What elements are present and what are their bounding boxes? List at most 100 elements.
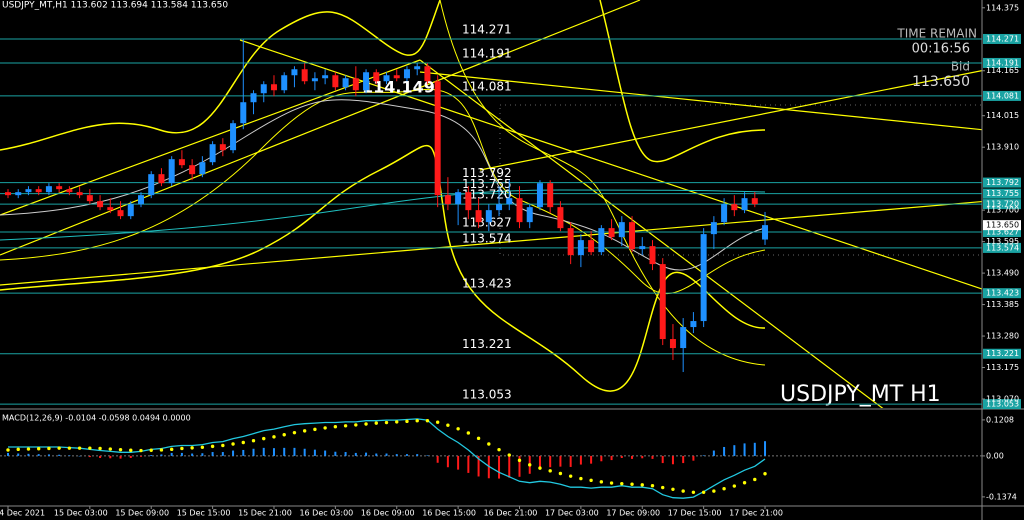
candle-body [618, 222, 625, 238]
level-axis-label: 113.423 [986, 289, 1019, 298]
level-axis-box [983, 188, 1021, 199]
candle-body [189, 165, 196, 175]
histogram-bar [88, 455, 91, 458]
histogram-bar [375, 453, 378, 456]
candle-body [342, 78, 349, 88]
signal-dot [262, 436, 266, 441]
signal-dot [681, 489, 685, 493]
candle-body [322, 75, 329, 79]
histogram-bar [119, 455, 122, 459]
signal-dot [415, 419, 419, 423]
level-axis-label: 114.271 [986, 34, 1019, 43]
x-tick-label: 17 Dec 21:00 [729, 509, 783, 518]
level-axis-box [983, 57, 1021, 68]
candle-body [608, 228, 615, 238]
y-tick-label: 0.00 [986, 451, 1004, 460]
y-tick-label: 113.490 [986, 269, 1019, 278]
candle-body [127, 204, 134, 217]
signal-dot [343, 424, 348, 428]
candle-body [741, 198, 748, 211]
signal-dot [36, 447, 41, 451]
candle-body [496, 204, 503, 211]
level-axis-label: 113.627 [986, 228, 1019, 237]
signal-dot [558, 471, 563, 476]
histogram-bar [487, 455, 490, 479]
histogram-bar [211, 452, 214, 456]
histogram-bar [712, 450, 715, 456]
candle-body [45, 186, 52, 193]
candle-body [649, 246, 656, 265]
level-axis-box [983, 348, 1021, 359]
level-axis-label: 114.081 [986, 91, 1019, 100]
level-label: 113.053 [462, 388, 512, 402]
histogram-bar [160, 454, 163, 456]
x-tick-label: 16 Dec 21:00 [484, 509, 538, 518]
signal-dot [323, 426, 327, 430]
y-tick-label: 113.070 [986, 395, 1019, 404]
histogram-bar [99, 455, 102, 458]
x-tick-label: 16 Dec 09:00 [361, 509, 415, 518]
histogram-bar [590, 455, 593, 464]
y-tick-label: 113.595 [986, 237, 1019, 246]
histogram-bar [671, 455, 674, 465]
candle-body [209, 144, 216, 163]
candle-body [731, 204, 738, 211]
histogram-bar [47, 454, 50, 456]
signal-dot [456, 427, 460, 431]
candle-body [680, 327, 687, 349]
histogram-bar [293, 447, 296, 456]
bid-value: 113.650 [912, 74, 970, 90]
level-axis-label: 113.221 [986, 349, 1019, 358]
candle-body [66, 189, 73, 193]
histogram-bar [610, 455, 613, 461]
signal-dot [88, 446, 92, 450]
signal-dot [333, 424, 338, 429]
signal-dot [159, 448, 164, 452]
y-tick-label: 114.015 [986, 111, 1019, 120]
candle-body [158, 174, 165, 184]
x-tick-label: 15 Dec 21:00 [238, 509, 292, 518]
trendline [419, 59, 884, 408]
signal-dot [548, 469, 552, 473]
level-axis-label: 114.191 [986, 58, 1019, 67]
macd-line [8, 418, 766, 499]
x-tick-label: 15 Dec 03:00 [54, 509, 108, 518]
symbol: USDJPY_MT H1 [780, 382, 941, 407]
histogram-bar [37, 454, 40, 456]
candle-body [434, 81, 441, 196]
histogram-bar [180, 452, 183, 456]
histogram-bar [232, 450, 235, 456]
histogram-bar [7, 452, 9, 456]
candle-body [148, 174, 155, 196]
signal-dot [282, 433, 286, 437]
histogram-bar [201, 453, 204, 456]
histogram-bar [334, 451, 337, 456]
candle-body [97, 201, 104, 208]
histogram-bar [416, 454, 419, 456]
histogram-bar [150, 455, 153, 456]
band-line [0, 0, 441, 151]
signal-dot [487, 442, 491, 446]
candle-body [485, 210, 492, 223]
level-label: 113.792 [462, 166, 512, 180]
trendline [419, 71, 982, 131]
candle-body [557, 207, 564, 229]
x-tick-label: 17 Dec 03:00 [545, 509, 599, 518]
y-tick-label: 114.165 [986, 66, 1019, 75]
histogram-bar [272, 448, 275, 456]
histogram-bar [641, 455, 644, 459]
signal-dot [210, 444, 215, 449]
signal-dot [405, 419, 409, 424]
signal-dot [221, 443, 225, 448]
signal-dot [620, 481, 624, 486]
signal-dot [118, 447, 123, 452]
candle-body [199, 162, 206, 175]
candle-body [240, 102, 247, 124]
y-tick-label: 114.375 [986, 3, 1019, 12]
signal-dot [313, 427, 317, 432]
signal-dot [568, 474, 573, 478]
histogram-bar [477, 455, 480, 477]
histogram-bar [68, 455, 71, 456]
histogram-bar [651, 455, 654, 459]
histogram-bar [344, 452, 347, 456]
